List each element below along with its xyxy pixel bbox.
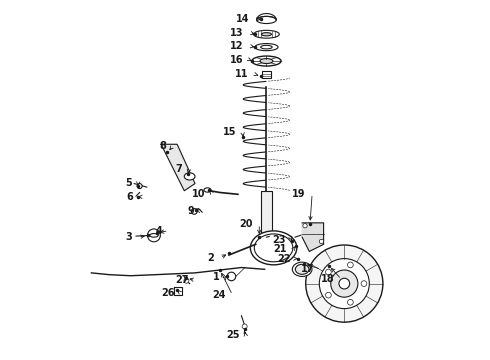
Text: 24: 24 [213, 290, 226, 300]
Text: 27: 27 [175, 275, 189, 285]
Text: 20: 20 [239, 219, 253, 229]
Ellipse shape [261, 45, 272, 49]
Circle shape [319, 258, 369, 309]
Text: 15: 15 [222, 127, 236, 137]
Circle shape [339, 278, 350, 289]
Ellipse shape [253, 30, 279, 38]
Ellipse shape [260, 59, 273, 64]
Circle shape [325, 269, 331, 275]
Ellipse shape [262, 33, 271, 36]
Text: 21: 21 [273, 244, 287, 254]
Ellipse shape [255, 44, 278, 51]
Circle shape [347, 262, 353, 268]
Circle shape [325, 292, 331, 298]
Text: 19: 19 [292, 189, 306, 199]
Ellipse shape [149, 234, 158, 237]
Text: 22: 22 [277, 253, 291, 264]
Text: 8: 8 [160, 141, 167, 151]
Circle shape [347, 300, 353, 305]
Text: 6: 6 [127, 192, 134, 202]
Text: 9: 9 [188, 206, 194, 216]
Circle shape [227, 272, 236, 281]
Circle shape [303, 224, 307, 228]
Polygon shape [302, 223, 323, 251]
Circle shape [306, 245, 383, 322]
Text: 17: 17 [301, 264, 315, 274]
Text: 25: 25 [226, 330, 239, 341]
Text: 10: 10 [192, 189, 206, 199]
Ellipse shape [252, 56, 281, 66]
Circle shape [331, 270, 358, 297]
Circle shape [184, 278, 189, 283]
Text: 11: 11 [235, 69, 248, 79]
Circle shape [147, 229, 160, 242]
FancyBboxPatch shape [262, 71, 271, 78]
Ellipse shape [250, 231, 297, 265]
Text: 13: 13 [230, 28, 243, 38]
Text: 14: 14 [236, 14, 249, 24]
Circle shape [319, 239, 323, 244]
Ellipse shape [254, 234, 293, 262]
Ellipse shape [184, 173, 195, 180]
Circle shape [242, 324, 247, 329]
Text: 16: 16 [230, 55, 244, 65]
Text: 23: 23 [272, 235, 285, 245]
Ellipse shape [204, 188, 211, 192]
Text: 3: 3 [125, 232, 132, 242]
Text: 26: 26 [161, 288, 174, 298]
Ellipse shape [257, 17, 276, 23]
Ellipse shape [295, 264, 309, 274]
Circle shape [361, 281, 367, 287]
FancyBboxPatch shape [261, 192, 272, 244]
Ellipse shape [258, 236, 290, 260]
Text: 18: 18 [321, 274, 335, 284]
Text: 12: 12 [230, 41, 243, 51]
Text: 2: 2 [207, 253, 214, 263]
Polygon shape [161, 144, 195, 191]
Text: 5: 5 [125, 177, 132, 188]
Circle shape [192, 208, 197, 214]
Text: 1: 1 [213, 272, 220, 282]
Text: 7: 7 [176, 164, 182, 174]
Ellipse shape [293, 262, 312, 276]
Circle shape [137, 184, 142, 189]
Polygon shape [173, 287, 182, 295]
Text: 4: 4 [155, 226, 162, 236]
